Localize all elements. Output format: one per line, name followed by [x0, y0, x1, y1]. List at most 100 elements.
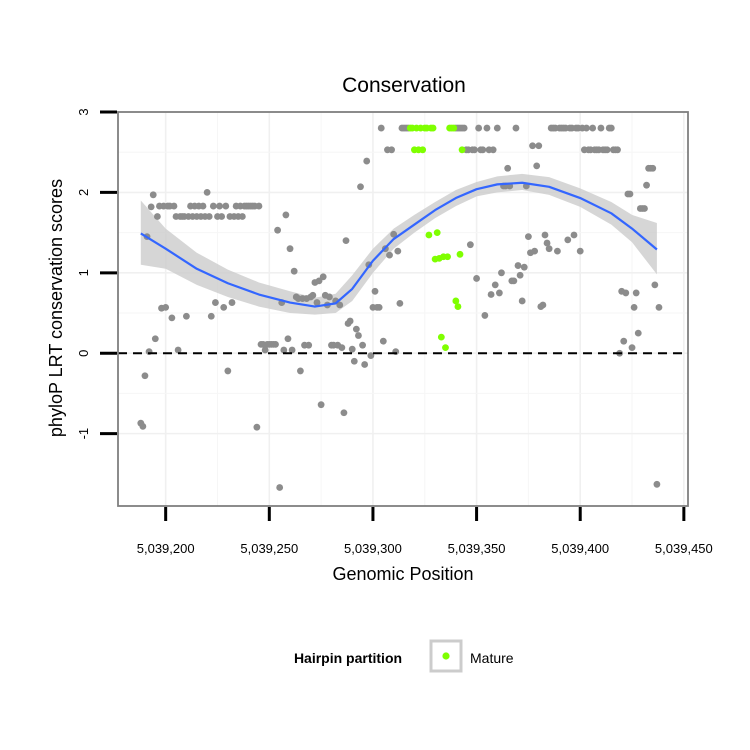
- point-other-124: [394, 247, 402, 255]
- points-other-layer: [137, 124, 663, 491]
- smooth-line-layer: [140, 181, 658, 308]
- point-other-12: [162, 303, 170, 311]
- point-other-120: [386, 251, 393, 259]
- point-other-141: [475, 124, 483, 132]
- point-other-211: [620, 337, 628, 345]
- point-other-125: [396, 299, 404, 307]
- point-other-65: [272, 340, 279, 348]
- point-mature-6: [419, 146, 427, 154]
- point-other-158: [510, 277, 518, 285]
- legend-key-mature: [442, 652, 450, 660]
- point-other-218: [634, 329, 642, 337]
- point-other-1: [139, 422, 147, 430]
- point-other-226: [651, 281, 659, 289]
- point-other-69: [280, 346, 288, 354]
- point-other-190: [576, 247, 584, 255]
- point-mature-25: [458, 146, 466, 154]
- point-other-117: [379, 337, 387, 345]
- point-other-151: [495, 289, 503, 297]
- point-other-81: [305, 341, 313, 349]
- point-other-103: [350, 357, 358, 365]
- point-other-155: [504, 164, 512, 172]
- point-other-22: [183, 312, 190, 320]
- point-other-5: [147, 203, 155, 211]
- point-mature-13: [433, 229, 441, 237]
- point-other-184: [564, 236, 572, 244]
- point-other-116: [377, 124, 385, 132]
- x-tick-label-0: 5,039,200: [137, 541, 195, 556]
- point-other-104: [352, 325, 360, 333]
- point-other-145: [483, 124, 491, 132]
- point-other-39: [218, 213, 226, 220]
- point-other-87: [317, 401, 325, 409]
- point-other-152: [498, 269, 505, 277]
- point-other-109: [363, 157, 371, 165]
- point-other-216: [630, 303, 638, 311]
- point-other-16: [170, 202, 178, 210]
- point-other-102: [348, 345, 356, 353]
- point-other-7: [151, 335, 159, 343]
- point-other-228: [655, 303, 663, 311]
- y-axis: -1 0 1 2 3: [76, 108, 117, 439]
- point-other-222: [643, 181, 650, 189]
- point-other-161: [516, 271, 524, 279]
- point-other-168: [531, 247, 539, 255]
- point-other-193: [583, 124, 590, 132]
- point-other-66: [274, 226, 281, 234]
- point-other-70: [282, 211, 290, 219]
- point-other-60: [261, 346, 269, 354]
- point-other-143: [479, 146, 487, 154]
- point-other-147: [487, 291, 495, 298]
- point-other-32: [203, 189, 211, 196]
- point-other-18: [174, 346, 182, 354]
- point-mature-23: [454, 303, 462, 310]
- point-other-35: [209, 202, 217, 210]
- point-other-77: [297, 367, 304, 375]
- y-tick-label-4: 3: [76, 108, 91, 115]
- point-other-98: [340, 409, 348, 417]
- point-other-215: [628, 344, 636, 351]
- point-mature-22: [452, 297, 460, 305]
- point-other-160: [514, 262, 522, 269]
- point-other-165: [525, 233, 532, 241]
- point-other-88: [319, 273, 327, 281]
- point-other-74: [290, 267, 298, 275]
- y-tick-label-1: 0: [76, 350, 91, 357]
- point-other-34: [207, 312, 215, 320]
- point-other-208: [614, 146, 621, 154]
- x-tick-label-4: 5,039,400: [551, 541, 609, 556]
- point-other-73: [288, 346, 296, 354]
- point-other-225: [649, 164, 657, 172]
- point-other-170: [535, 142, 543, 150]
- point-other-113: [371, 287, 379, 295]
- point-other-42: [224, 367, 232, 375]
- point-other-221: [641, 205, 648, 212]
- point-other-67: [276, 484, 284, 491]
- point-other-30: [199, 202, 207, 210]
- plot-panel: [117, 111, 689, 507]
- point-other-106: [357, 183, 364, 191]
- point-other-150: [493, 124, 501, 132]
- point-other-200: [597, 124, 605, 132]
- y-tick-label-2: 1: [76, 269, 91, 276]
- point-other-115: [375, 303, 383, 311]
- point-other-212: [622, 289, 630, 297]
- point-other-8: [153, 213, 161, 220]
- point-other-85: [313, 299, 321, 306]
- point-other-49: [238, 213, 246, 220]
- point-other-227: [653, 480, 661, 488]
- point-other-137: [466, 241, 474, 249]
- x-axis: 5,039,200 5,039,250 5,039,300 5,039,350 5,03…: [137, 507, 713, 556]
- point-other-121: [388, 146, 395, 154]
- legend-label-mature: Mature: [470, 650, 514, 666]
- legend-title: Hairpin partition: [294, 650, 402, 666]
- point-other-179: [554, 247, 561, 255]
- point-other-205: [607, 124, 615, 132]
- point-other-108: [361, 361, 369, 368]
- point-other-175: [545, 245, 553, 253]
- point-other-162: [518, 297, 526, 305]
- x-tick-label-5: 5,039,450: [655, 541, 713, 556]
- point-other-6: [149, 191, 157, 199]
- point-other-203: [603, 146, 611, 154]
